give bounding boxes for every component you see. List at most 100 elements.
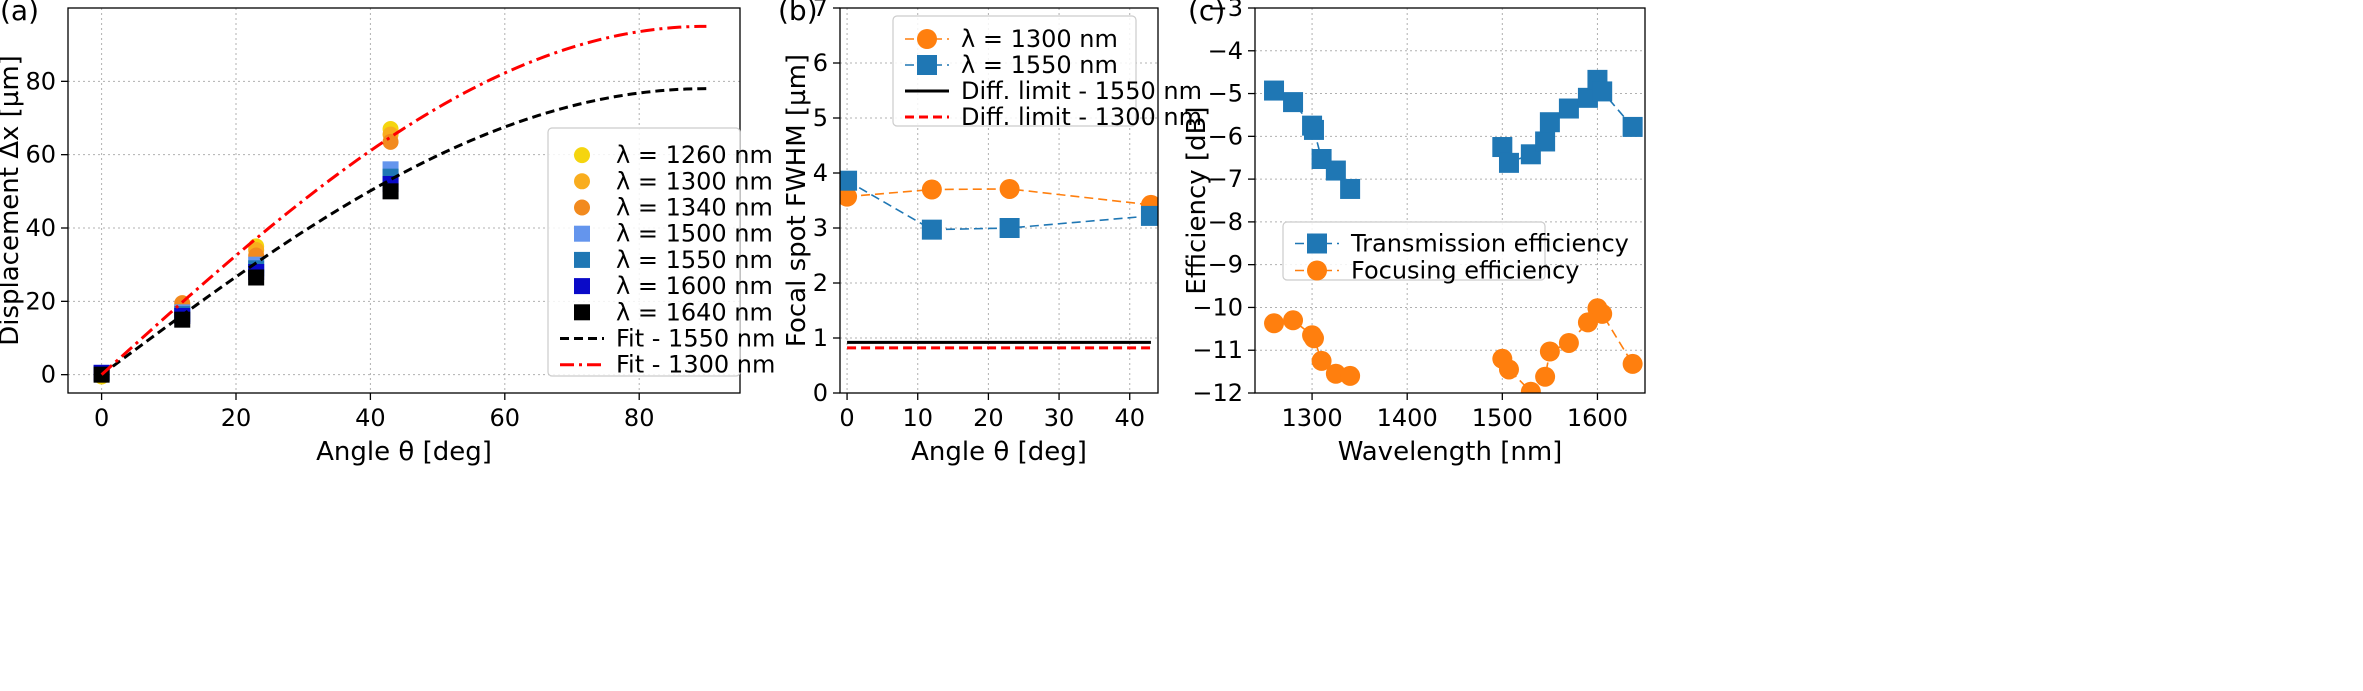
y-tick-label: −9	[1208, 251, 1243, 279]
legend: λ = 1260 nmλ = 1300 nmλ = 1340 nmλ = 150…	[547, 127, 775, 379]
series-6	[93, 183, 399, 383]
legend-label: λ = 1500 nm	[616, 220, 773, 248]
series-7	[100, 87, 707, 376]
data-point	[1264, 313, 1285, 334]
data-point	[1535, 131, 1556, 152]
panel-label: (a)	[0, 0, 39, 27]
legend-label: Transmission efficiency	[1350, 230, 1629, 258]
series-1	[840, 170, 1158, 240]
legend-marker	[574, 147, 590, 164]
fit-curve	[100, 24, 707, 376]
legend-item: λ = 1500 nm	[574, 220, 773, 248]
y-tick-label: 40	[25, 214, 56, 242]
data-point	[248, 269, 265, 286]
y-tick-label: −8	[1208, 208, 1243, 236]
legend-label: λ = 1550 nm	[961, 51, 1118, 79]
y-tick-label: −3	[1208, 0, 1243, 22]
legend-box	[892, 15, 1137, 127]
data-point	[382, 183, 399, 200]
y-tick-label: −6	[1208, 122, 1243, 150]
data-point	[840, 186, 858, 207]
series-8	[100, 24, 707, 376]
data-point	[921, 179, 942, 200]
y-tick-label: 5	[813, 104, 828, 132]
panel-label: (c)	[1188, 0, 1225, 27]
x-tick-label: 40	[355, 404, 386, 432]
x-axis-label: Wavelength [nm]	[1338, 437, 1563, 467]
x-tick-label: 0	[94, 404, 109, 432]
y-tick-label: −11	[1192, 336, 1243, 364]
y-tick-label: −7	[1208, 165, 1243, 193]
data-point	[1264, 80, 1285, 101]
data-point	[1283, 310, 1304, 331]
panel-label: (b)	[778, 0, 818, 27]
legend-label: λ = 1300 nm	[961, 25, 1118, 53]
panel-a: 0 20 40 60 80 0 20 40 60 80 Angle θ [deg] Displacem…	[0, 0, 775, 467]
y-tick-label: −4	[1208, 37, 1243, 65]
legend-item: λ = 1260 nm	[574, 141, 773, 169]
y-tick-label: 0	[813, 379, 828, 407]
plot-area	[93, 24, 707, 385]
series-2	[93, 133, 399, 382]
legend-item: Fit - 1300 nm	[560, 351, 775, 379]
series-line	[847, 188, 1152, 206]
legend-box	[1282, 221, 1546, 281]
data-point	[1558, 98, 1579, 119]
y-tick-label: 80	[25, 67, 56, 95]
legend-item: Fit - 1550 nm	[560, 325, 775, 353]
panel-b: 0 10 20 30 40 0 1 2 3 4 5 6 7 Angle θ [deg] Focal spot…	[778, 0, 1202, 467]
data-point	[1140, 205, 1158, 226]
legend-marker	[574, 225, 590, 242]
y-tick-label: 6	[813, 49, 828, 77]
data-point	[1303, 328, 1324, 349]
data-point	[1539, 112, 1560, 133]
legend-box	[547, 127, 741, 377]
legend-marker	[574, 173, 590, 190]
data-point	[1325, 160, 1346, 181]
plot-area	[840, 170, 1158, 350]
y-tick-label: −5	[1208, 80, 1243, 108]
legend-item: λ = 1550 nm	[574, 246, 773, 274]
series-5	[93, 176, 399, 381]
y-axis-label: Displacement Δx [µm]	[0, 55, 25, 346]
legend-item: λ = 1550 nm	[905, 51, 1118, 79]
x-tick-label: 80	[624, 404, 655, 432]
series-line	[846, 180, 1151, 231]
data-point	[1558, 332, 1579, 353]
y-tick-label: 3	[813, 214, 828, 242]
legend-item: Diff. limit - 1300 nm	[905, 103, 1202, 131]
data-point	[382, 133, 399, 150]
legend-marker	[917, 29, 937, 49]
data-point	[1520, 381, 1541, 393]
legend-item: Diff. limit - 1550 nm	[905, 77, 1202, 105]
fit-curve	[100, 87, 707, 376]
x-tick-label: 0	[839, 404, 854, 432]
legend-marker	[574, 251, 590, 268]
legend-item: λ = 1300 nm	[905, 25, 1118, 53]
legend-label: λ = 1260 nm	[616, 141, 773, 169]
data-point	[1492, 137, 1513, 158]
data-point	[1498, 152, 1519, 173]
series-1	[1264, 298, 1643, 393]
x-tick-label: 1300	[1282, 404, 1343, 432]
legend-label: λ = 1600 nm	[616, 272, 773, 300]
series-0	[1264, 69, 1643, 199]
data-point	[174, 311, 191, 328]
data-point	[1622, 116, 1643, 137]
panel-c: 1300 1400 1500 1600 −12 −11 −10 −9 −8 −7 −6 −5 −4 −3 W…	[1182, 0, 1646, 467]
y-tick-label: −12	[1192, 379, 1243, 407]
legend-item: λ = 1600 nm	[574, 272, 773, 300]
data-point	[1539, 341, 1560, 362]
x-tick-label: 20	[973, 404, 1004, 432]
x-tick-label: 40	[1114, 404, 1145, 432]
legend-label: Fit - 1300 nm	[616, 351, 775, 379]
legend-label: λ = 1550 nm	[616, 246, 773, 274]
y-tick-label: −10	[1192, 293, 1243, 321]
legend-item: λ = 1640 nm	[574, 298, 773, 326]
legend-label: Focusing efficiency	[1351, 257, 1580, 285]
legend-label: Fit - 1550 nm	[616, 325, 775, 353]
series-0	[840, 178, 1158, 215]
x-tick-label: 10	[902, 404, 933, 432]
